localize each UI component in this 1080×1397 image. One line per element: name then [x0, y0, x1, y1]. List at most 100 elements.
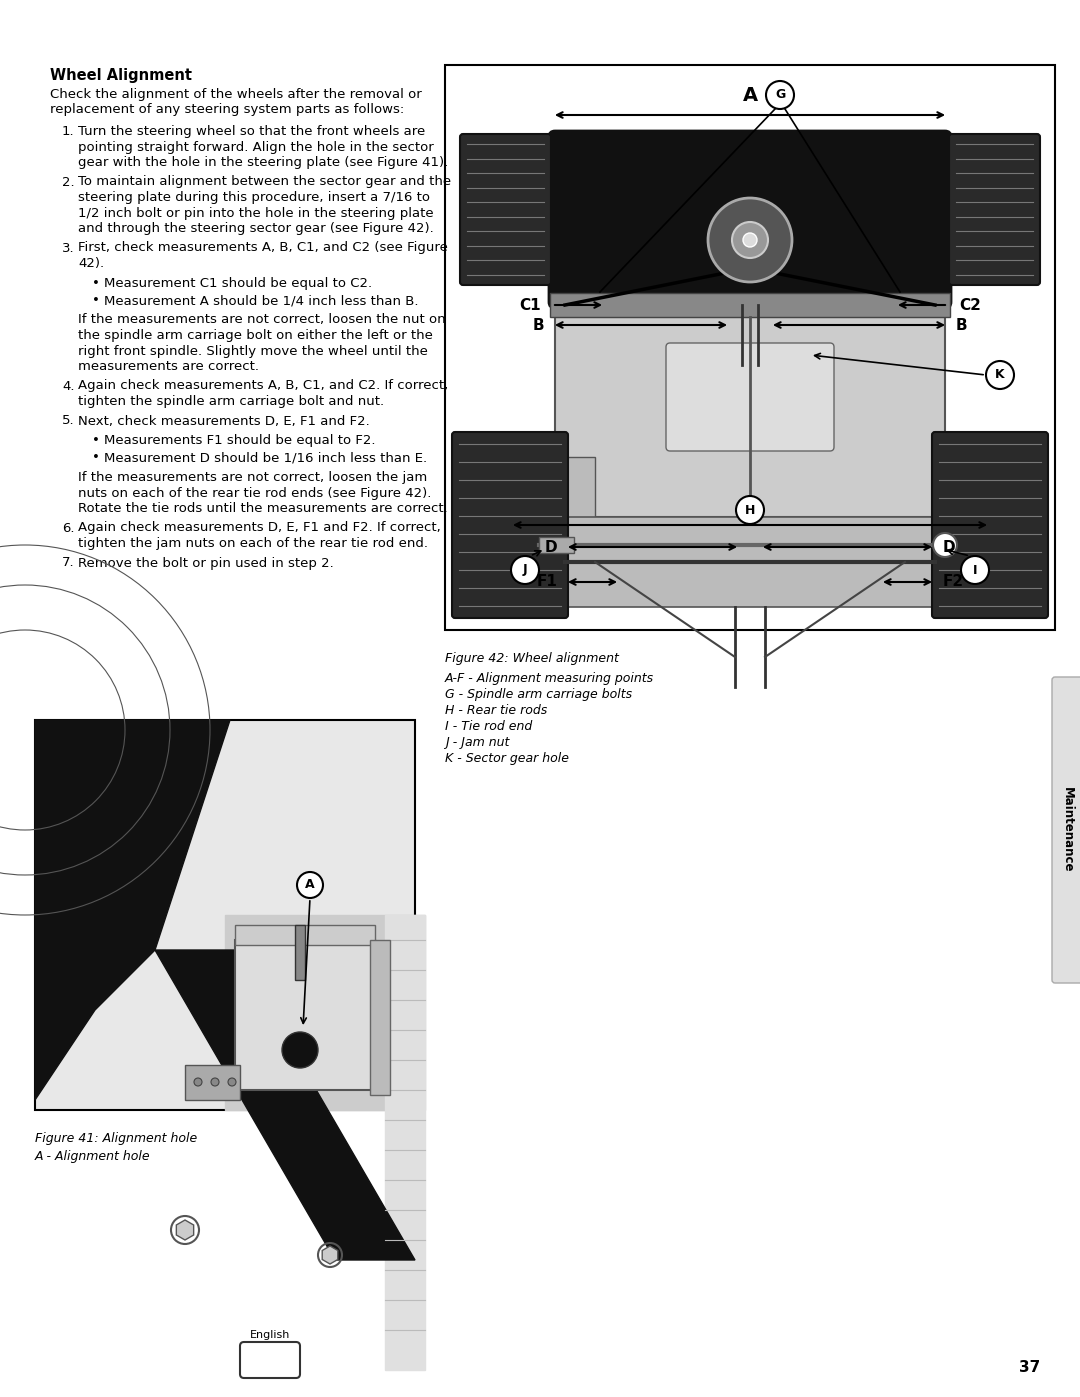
Bar — [565, 517, 935, 608]
Text: replacement of any steering system parts as follows:: replacement of any steering system parts… — [50, 103, 404, 116]
FancyBboxPatch shape — [932, 432, 1048, 617]
Text: I - Tie rod end: I - Tie rod end — [445, 719, 532, 733]
Text: tighten the jam nuts on each of the rear tie rod end.: tighten the jam nuts on each of the rear… — [78, 536, 428, 550]
FancyBboxPatch shape — [549, 131, 951, 307]
Circle shape — [933, 534, 957, 557]
Text: First, check measurements A, B, C1, and C2 (see Figure: First, check measurements A, B, C1, and … — [78, 242, 448, 254]
Text: Figure 41: Alignment hole: Figure 41: Alignment hole — [35, 1132, 198, 1146]
Text: •: • — [92, 293, 99, 307]
Bar — [445, 66, 1055, 630]
Text: •: • — [92, 434, 99, 447]
Text: K: K — [995, 369, 1004, 381]
Text: C1: C1 — [519, 298, 541, 313]
FancyBboxPatch shape — [453, 432, 568, 617]
Text: right front spindle. Slightly move the wheel until the: right front spindle. Slightly move the w… — [78, 345, 428, 358]
Polygon shape — [176, 1220, 193, 1241]
Text: Figure 42: Wheel alignment: Figure 42: Wheel alignment — [445, 652, 619, 665]
Text: If the measurements are not correct, loosen the nut on: If the measurements are not correct, loo… — [78, 313, 446, 327]
Bar — [35, 719, 415, 1111]
Text: A: A — [742, 87, 757, 105]
Circle shape — [282, 1032, 318, 1067]
Text: and through the steering sector gear (see Figure 42).: and through the steering sector gear (se… — [78, 222, 434, 235]
Text: B: B — [956, 317, 968, 332]
Circle shape — [511, 556, 539, 584]
Text: G - Spindle arm carriage bolts: G - Spindle arm carriage bolts — [445, 687, 632, 701]
Text: E: E — [743, 496, 757, 515]
Text: 1.: 1. — [62, 124, 75, 138]
Text: A: A — [306, 879, 314, 891]
Text: 7.: 7. — [62, 556, 75, 570]
Text: gear with the hole in the steering plate (see Figure 41).: gear with the hole in the steering plate… — [78, 156, 448, 169]
Text: pointing straight forward. Align the hole in the sector: pointing straight forward. Align the hol… — [78, 141, 434, 154]
Circle shape — [708, 198, 792, 282]
Text: B: B — [532, 317, 544, 332]
Text: 3.: 3. — [62, 242, 75, 254]
FancyBboxPatch shape — [949, 134, 1040, 285]
Circle shape — [194, 1078, 202, 1085]
Text: en: en — [259, 1352, 281, 1368]
Text: F2: F2 — [943, 574, 964, 590]
Text: Measurement A should be 1/4 inch less than B.: Measurement A should be 1/4 inch less th… — [104, 293, 419, 307]
Polygon shape — [225, 915, 426, 1111]
Bar — [550, 293, 950, 317]
Polygon shape — [156, 950, 415, 1260]
Text: 2.: 2. — [62, 176, 75, 189]
Text: 37: 37 — [1018, 1361, 1040, 1375]
Text: 4.: 4. — [62, 380, 75, 393]
Polygon shape — [384, 915, 426, 1370]
Text: Measurement D should be 1/16 inch less than E.: Measurement D should be 1/16 inch less t… — [104, 451, 427, 464]
Text: Again check measurements D, E, F1 and F2. If correct,: Again check measurements D, E, F1 and F2… — [78, 521, 441, 535]
FancyBboxPatch shape — [240, 1343, 300, 1377]
Text: steering plate during this procedure, insert a 7/16 to: steering plate during this procedure, in… — [78, 191, 430, 204]
Text: D: D — [943, 539, 956, 555]
Text: Turn the steering wheel so that the front wheels are: Turn the steering wheel so that the fron… — [78, 124, 426, 138]
Text: Again check measurements A, B, C1, and C2. If correct,: Again check measurements A, B, C1, and C… — [78, 380, 448, 393]
Circle shape — [211, 1078, 219, 1085]
Text: tighten the spindle arm carriage bolt and nut.: tighten the spindle arm carriage bolt an… — [78, 395, 384, 408]
Text: F1: F1 — [536, 574, 557, 590]
FancyBboxPatch shape — [666, 344, 834, 451]
Text: Maintenance: Maintenance — [1061, 788, 1074, 873]
Text: To maintain alignment between the sector gear and the: To maintain alignment between the sector… — [78, 176, 451, 189]
Bar — [235, 940, 375, 1090]
Text: G: G — [774, 88, 785, 102]
Circle shape — [732, 222, 768, 258]
Text: A-F - Alignment measuring points: A-F - Alignment measuring points — [445, 672, 654, 685]
Text: J: J — [523, 563, 527, 577]
Circle shape — [735, 496, 764, 524]
Circle shape — [961, 556, 989, 584]
Text: Rotate the tie rods until the measurements are correct.: Rotate the tie rods until the measuremen… — [78, 502, 448, 515]
Bar — [295, 925, 305, 981]
Text: J - Jam nut: J - Jam nut — [445, 736, 510, 749]
Text: If the measurements are not correct, loosen the jam: If the measurements are not correct, loo… — [78, 471, 428, 483]
Text: H - Rear tie rods: H - Rear tie rods — [445, 704, 548, 717]
Text: D: D — [544, 539, 557, 555]
Text: •: • — [92, 277, 99, 289]
Text: Measurement C1 should be equal to C2.: Measurement C1 should be equal to C2. — [104, 277, 373, 289]
Text: the spindle arm carriage bolt on either the left or the: the spindle arm carriage bolt on either … — [78, 330, 433, 342]
Text: Measurements F1 should be equal to F2.: Measurements F1 should be equal to F2. — [104, 434, 376, 447]
Polygon shape — [35, 719, 230, 1099]
FancyBboxPatch shape — [1052, 678, 1080, 983]
Text: 5.: 5. — [62, 415, 75, 427]
Bar — [370, 940, 390, 1095]
Text: Remove the bolt or pin used in step 2.: Remove the bolt or pin used in step 2. — [78, 556, 334, 570]
Circle shape — [766, 81, 794, 109]
Text: 1/2 inch bolt or pin into the hole in the steering plate: 1/2 inch bolt or pin into the hole in th… — [78, 207, 434, 219]
Text: nuts on each of the rear tie rod ends (see Figure 42).: nuts on each of the rear tie rod ends (s… — [78, 486, 431, 500]
Bar — [550, 457, 595, 577]
Bar — [555, 317, 945, 517]
Text: C2: C2 — [959, 298, 981, 313]
Text: I: I — [973, 563, 977, 577]
Text: K - Sector gear hole: K - Sector gear hole — [445, 752, 569, 766]
Text: H: H — [745, 503, 755, 517]
Text: 42).: 42). — [78, 257, 104, 270]
Bar — [185, 1065, 240, 1099]
Circle shape — [986, 360, 1014, 388]
Text: English: English — [249, 1330, 291, 1340]
Text: Check the alignment of the wheels after the removal or: Check the alignment of the wheels after … — [50, 88, 422, 101]
FancyBboxPatch shape — [460, 134, 551, 285]
Circle shape — [228, 1078, 237, 1085]
Polygon shape — [322, 1246, 338, 1264]
Text: Next, check measurements D, E, F1 and F2.: Next, check measurements D, E, F1 and F2… — [78, 415, 369, 427]
